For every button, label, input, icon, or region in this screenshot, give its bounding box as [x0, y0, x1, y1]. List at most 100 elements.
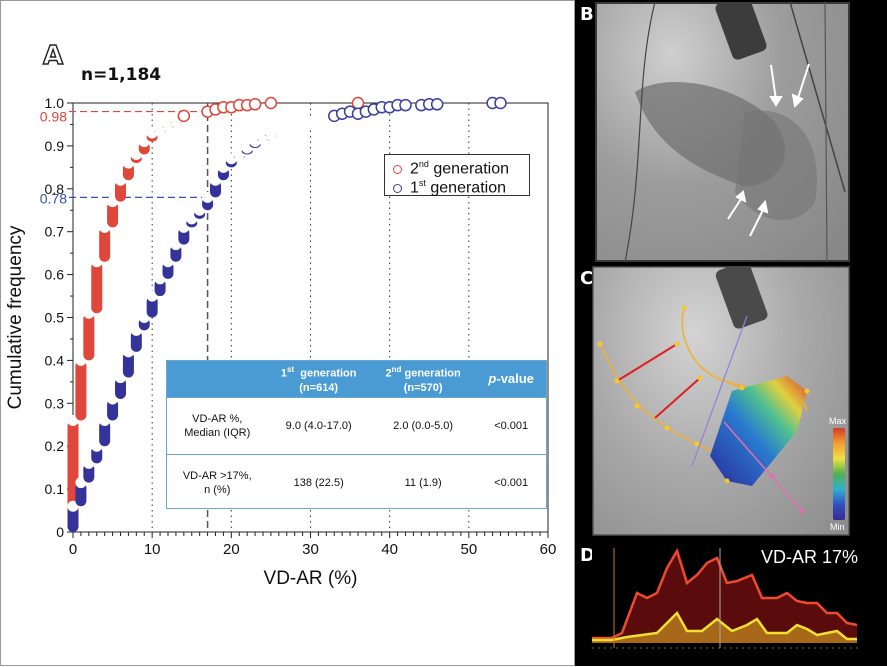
contour-point: [614, 378, 620, 384]
cell-1st-generation: 138 (22.5): [293, 477, 344, 489]
data-point: [67, 500, 79, 512]
y-tick-label: 0: [56, 524, 64, 540]
data-point: [154, 273, 166, 285]
data-bar: [146, 296, 158, 318]
data-point: [115, 174, 126, 186]
data-point: [138, 312, 150, 323]
header-sup: nd: [391, 365, 402, 375]
fluoroscopy-sketch-b: [595, 2, 850, 262]
reference-value-label: 0.78: [40, 190, 67, 206]
header-text: generation: [401, 367, 461, 380]
vd-ar-time-curve: [592, 543, 862, 658]
data-point: [170, 239, 182, 251]
reference-value-label: 0.98: [40, 109, 67, 125]
legend-item-2nd-generation: 2nd generation: [385, 155, 529, 178]
data-point: [202, 191, 214, 203]
x-axis-label: VD-AR (%): [264, 568, 358, 589]
cell-p-value: <0.001: [494, 420, 529, 432]
arrow-head: [735, 190, 747, 203]
catheter-line: [824, 2, 828, 262]
data-point: [210, 174, 221, 186]
contrast-shadow: [735, 110, 817, 221]
x-tick-label: 30: [302, 541, 319, 558]
contour-point: [724, 478, 730, 484]
y-tick-label: 0.8: [45, 181, 65, 197]
image-border: [592, 266, 850, 536]
data-point: [146, 290, 158, 302]
header-n: (n=614): [299, 381, 339, 394]
data-point: [178, 221, 190, 233]
data-point: [91, 256, 103, 268]
data-point: [83, 307, 95, 319]
device-shadow: [715, 2, 767, 60]
data-point: [430, 98, 444, 111]
contour-point: [804, 388, 810, 394]
x-tick-label: 10: [144, 541, 161, 558]
data-point: [107, 196, 119, 208]
arrow-icon: [749, 209, 764, 237]
row-label: VD-AR >17%, n (%): [167, 455, 267, 511]
imaging-panels: B C: [575, 0, 887, 666]
header-italic-p: p: [488, 371, 497, 386]
data-bar: [107, 201, 119, 228]
data-point: [107, 393, 119, 405]
data-point: [248, 98, 262, 111]
data-bar: [75, 360, 87, 421]
total-area: [592, 551, 857, 643]
colorbar-max-label: Max: [829, 416, 847, 426]
panel-label-b: B: [580, 4, 594, 25]
arrow-icon: [797, 63, 810, 99]
contour-line: [681, 307, 743, 389]
flow-line: [723, 421, 803, 512]
legend-label-sup: st: [418, 178, 426, 188]
data-point: [194, 204, 206, 216]
data-bar: [91, 261, 103, 314]
data-point: [130, 324, 142, 336]
arrow-head: [791, 93, 804, 109]
cell-2nd-generation: 11 (1.9): [404, 477, 442, 489]
vd-ar-value-label: VD-AR 17%: [761, 547, 859, 567]
cell-p-value: <0.001: [494, 477, 529, 489]
data-bar: [122, 351, 134, 378]
data-bar: [99, 227, 111, 262]
y-tick-label: 0.3: [45, 395, 65, 411]
y-tick-label: 0.4: [45, 352, 65, 368]
data-point: [177, 109, 191, 123]
row-label-line1: VD-AR >17%,: [182, 470, 252, 482]
heatmap-region: [710, 376, 807, 486]
vd-ar-overlay-c: [592, 266, 850, 536]
table-row: VD-AR >17%, n (%) 138 (22.5) 11 (1.9) <0.…: [167, 454, 546, 511]
contour-point: [664, 425, 670, 431]
y-tick-label: 0.6: [45, 267, 65, 283]
contour-point: [634, 403, 640, 409]
data-point: [83, 457, 95, 469]
legend-label-base: 2: [410, 160, 419, 178]
cell-2nd-generation: 2.0 (0.0-5.0): [393, 420, 454, 432]
data-bar: [115, 180, 126, 202]
y-tick-label: 1.0: [45, 95, 65, 111]
data-point: [75, 354, 87, 366]
contour-point: [697, 375, 703, 381]
x-tick-label: 20: [223, 541, 240, 558]
header-n: (n=570): [403, 381, 443, 394]
arrow-head: [769, 96, 783, 107]
legend-label-text: generation: [428, 160, 509, 178]
data-point: [217, 161, 229, 173]
axis-line: [691, 315, 748, 467]
data-bar: [115, 377, 126, 400]
legend-marker-blue-circle-icon: [393, 183, 402, 193]
table-header-p-value: p -value: [476, 361, 546, 397]
x-tick-label: 60: [540, 541, 557, 558]
table-header-empty: [167, 361, 267, 397]
fluoroscopy-image-c: [592, 266, 850, 536]
data-point: [494, 96, 507, 110]
fluoroscopy-image-b: [595, 2, 850, 262]
x-tick-label: 40: [381, 541, 398, 558]
data-point: [67, 414, 79, 426]
data-point: [130, 148, 142, 160]
data-bar: [107, 399, 119, 421]
measurement-line: [654, 377, 701, 419]
data-bar: [67, 506, 79, 532]
panel-label-a: A: [42, 40, 64, 71]
contour-points: [597, 305, 810, 484]
